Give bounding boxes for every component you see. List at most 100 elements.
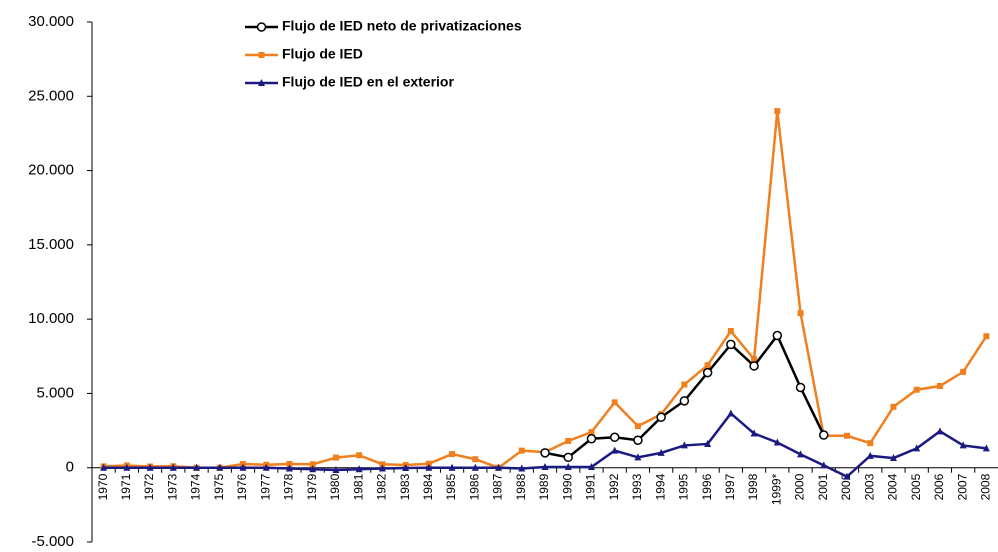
x-tick-label: 1998 (746, 473, 760, 500)
x-tick-label: 2008 (979, 473, 993, 500)
point (889, 454, 897, 462)
x-tick-label: 1982 (375, 473, 389, 500)
point (960, 368, 967, 375)
point (378, 464, 386, 472)
x-tick-label: 1973 (165, 473, 179, 500)
point (844, 432, 850, 439)
x-tick-label: 1985 (444, 473, 458, 500)
point (704, 439, 712, 447)
point (727, 328, 734, 335)
x-tick-label: 1978 (282, 473, 296, 500)
point (774, 108, 781, 115)
point (750, 429, 758, 437)
point (587, 462, 595, 470)
x-tick-label: 1992 (607, 473, 621, 500)
point (379, 461, 386, 468)
x-tick-label: 2006 (932, 473, 946, 500)
x-tick-label: 1988 (514, 473, 528, 500)
point (332, 465, 340, 473)
point (355, 465, 363, 473)
point (495, 463, 503, 471)
point (772, 330, 783, 341)
point (820, 461, 828, 469)
point (727, 409, 735, 417)
point (751, 356, 758, 363)
point (679, 396, 690, 406)
x-tick-label: 1974 (189, 473, 203, 500)
point (541, 462, 549, 470)
point (982, 444, 990, 452)
x-tick-label: 1989 (537, 473, 551, 500)
point (169, 463, 177, 471)
point (657, 448, 665, 456)
x-tick-label: 1995 (677, 473, 691, 500)
x-tick-label: 1971 (119, 473, 133, 500)
x-tick-label: 2007 (955, 473, 969, 500)
x-tick-label: 1996 (700, 473, 714, 500)
legend-label: Flujo de IED en el exterior (282, 74, 454, 90)
x-tick-label: 1993 (630, 473, 644, 500)
x-tick-label: 2001 (816, 473, 830, 500)
y-tick-label: -5.000 (31, 533, 74, 550)
point (356, 452, 363, 459)
point (890, 403, 897, 410)
point (726, 339, 736, 350)
point (866, 451, 874, 459)
x-tick-label: 1986 (467, 473, 481, 500)
point (609, 432, 620, 443)
y-tick-label: 15.000 (28, 236, 74, 253)
point (518, 464, 526, 472)
point (819, 430, 829, 440)
point (913, 444, 921, 452)
x-tick-label: 2003 (862, 473, 876, 500)
point (936, 383, 943, 389)
point (611, 446, 619, 454)
point (540, 448, 550, 458)
x-tick-label: 2000 (793, 473, 807, 500)
x-tick-label: 1984 (421, 473, 435, 500)
x-tick-label: 1975 (212, 473, 226, 500)
point (448, 463, 456, 471)
point (773, 438, 781, 446)
point (449, 451, 456, 458)
y-tick-label: 20.000 (28, 162, 74, 179)
x-tick-label: 1997 (723, 473, 737, 500)
x-tick-label: 1994 (653, 473, 667, 500)
point (309, 461, 316, 468)
point (702, 367, 713, 378)
point (634, 423, 641, 430)
x-tick-label: 1976 (235, 473, 249, 500)
point (216, 463, 224, 471)
legend-label: Flujo de IED neto de privatizaciones (282, 18, 522, 34)
point (262, 463, 270, 471)
point (146, 463, 154, 471)
y-tick-label: 10.000 (28, 310, 74, 327)
x-tick-label: 1987 (491, 473, 505, 500)
x-tick-label: 1979 (305, 473, 319, 500)
x-tick-label: 1977 (258, 473, 272, 500)
legend-marker (258, 52, 265, 58)
point (797, 310, 804, 317)
x-tick-label: 1981 (351, 473, 365, 500)
legend-marker (258, 79, 265, 86)
series-line (103, 111, 988, 470)
x-tick-label: 1990 (560, 473, 574, 500)
point (563, 452, 573, 463)
point (285, 464, 293, 472)
y-tick-label: 25.000 (28, 87, 74, 104)
legend-label: Flujo de IED (282, 46, 363, 62)
point (843, 472, 851, 480)
x-tick-label: 1991 (584, 473, 598, 500)
point (867, 440, 874, 447)
x-tick-label: 2004 (886, 473, 900, 500)
point (402, 464, 410, 472)
point (681, 381, 688, 388)
point (564, 462, 572, 470)
point (797, 450, 805, 458)
point (518, 447, 525, 454)
point (286, 461, 293, 467)
point (472, 456, 479, 463)
point (680, 441, 688, 449)
point (425, 460, 432, 467)
